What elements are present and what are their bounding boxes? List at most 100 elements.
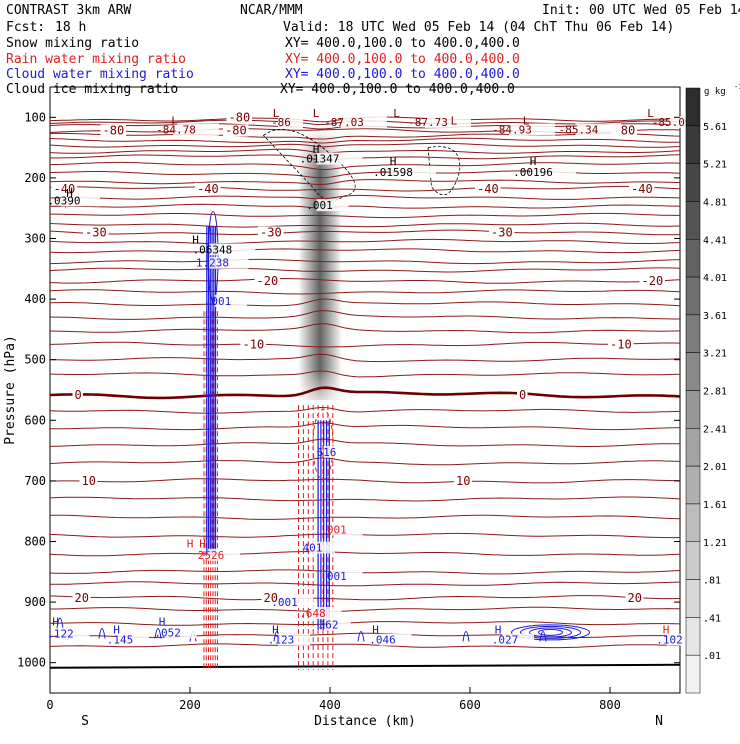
value-label: 401 xyxy=(303,542,323,555)
isotherm-label-bg xyxy=(83,226,109,239)
colorbar-segment xyxy=(685,87,701,127)
value-label: .01347 xyxy=(300,153,340,166)
low-marker: L xyxy=(523,114,530,127)
isotherm-line--10 xyxy=(49,341,681,348)
value-label: .046 xyxy=(369,634,396,647)
value-label: .00196 xyxy=(513,166,553,179)
value-label-bg xyxy=(209,256,249,269)
value-label-bg xyxy=(575,123,622,136)
colorbar-segment xyxy=(685,163,701,202)
value-label-bg xyxy=(164,626,197,639)
hydrometeor-features xyxy=(53,129,590,670)
value-label: 362 xyxy=(319,619,339,632)
value-label: .001 xyxy=(320,523,347,536)
isotherm-label-bg xyxy=(72,388,83,401)
low-marker: L xyxy=(393,107,400,120)
isotherm-line xyxy=(49,194,681,200)
value-label-bg xyxy=(316,199,349,212)
colorbar-tick-label: .01 xyxy=(703,651,721,662)
high-marker: H xyxy=(187,537,194,550)
colorbar-tick-label: .81 xyxy=(703,576,721,587)
isotherm-line xyxy=(49,142,681,148)
value-label: 616 xyxy=(317,446,337,459)
isotherm-label-bg xyxy=(639,274,665,287)
isotherm-line xyxy=(50,606,681,613)
isotherm-label: 0 xyxy=(75,388,82,402)
isotherm-line xyxy=(49,550,681,557)
cloudwater-cell-right xyxy=(511,624,590,641)
isotherm-line xyxy=(49,179,681,186)
isotherm-line xyxy=(49,154,681,161)
value-label: -85.09 xyxy=(652,116,692,129)
x-tick-label: 800 xyxy=(599,698,621,712)
value-label: .102 xyxy=(656,634,683,647)
legend-cloudwater-xy: XY= 400.0,100.0 to 400.0,400.0 xyxy=(285,67,520,82)
high-marker: H xyxy=(113,623,120,636)
isotherm-label: -30 xyxy=(491,225,513,239)
isotherm-line xyxy=(50,422,680,431)
isotherm-line xyxy=(49,643,681,649)
colorbar-segment xyxy=(685,276,701,316)
cloudwater-low-blob xyxy=(98,627,106,639)
isotherm-line xyxy=(49,238,681,245)
temperature-contours xyxy=(49,116,681,669)
snow-shading xyxy=(298,130,342,400)
isotherm-label-bg xyxy=(258,226,284,239)
y-tick-label: 900 xyxy=(24,595,46,609)
legend-rain-name: Rain water mixing ratio xyxy=(6,52,186,67)
isotherm-line xyxy=(49,621,681,626)
colorbar-segment xyxy=(685,239,701,278)
value-label-bg xyxy=(278,116,303,129)
isotherm-line-20 xyxy=(49,595,681,601)
value-label-bg xyxy=(281,596,314,609)
colorbar-tick-label: 4.01 xyxy=(703,273,727,284)
isotherm-label: -10 xyxy=(610,338,632,352)
isotherm-label-bg xyxy=(72,591,91,604)
isotherm-label: -20 xyxy=(257,274,279,288)
cloudwater-cell-right xyxy=(529,627,572,638)
value-label-bg xyxy=(323,445,349,458)
high-marker: H xyxy=(495,623,502,636)
colorbar-unit: g kg xyxy=(704,87,726,97)
x-tick-label: 400 xyxy=(319,698,341,712)
cloudice-outline xyxy=(262,129,356,201)
header-center: NCAR/MMM xyxy=(240,3,303,18)
y-tick-label: 100 xyxy=(24,110,46,124)
header-valid: Valid: 18 UTC Wed 05 Feb 14 (04 ChT Thu … xyxy=(283,20,674,35)
isotherm-label-bg xyxy=(254,274,280,287)
isotherm-label: 20 xyxy=(75,591,89,605)
colorbar-segment xyxy=(685,428,701,467)
isotherm-line xyxy=(49,203,680,209)
isotherm-label-bg xyxy=(608,338,634,351)
colorbar-tick-label: 1.61 xyxy=(703,500,727,511)
colorbar-segment xyxy=(685,125,701,164)
high-marker: H xyxy=(192,234,199,247)
colorbar-segment xyxy=(685,579,701,618)
isotherm-line xyxy=(49,406,681,414)
header-fcst-value: 18 h xyxy=(55,20,86,35)
value-label: .145 xyxy=(107,634,134,647)
low-marker: L xyxy=(171,114,178,127)
value-label: .001 xyxy=(306,199,333,212)
isotherm-line xyxy=(49,170,681,179)
isotherm-line xyxy=(49,289,681,295)
low-marker: L xyxy=(313,107,320,120)
colorbar-segment xyxy=(685,201,701,240)
value-label-bg xyxy=(330,570,363,583)
value-label: .052 xyxy=(154,626,181,639)
value-label-bg xyxy=(530,165,576,178)
value-label: 1.238 xyxy=(196,257,229,270)
value-label-bg xyxy=(278,633,310,646)
y-tick-label: 1000 xyxy=(17,656,46,670)
plot-area: -80-80-80-80-40 -40 -40 -40-30 -30 -30-20 -20-… xyxy=(3,86,715,729)
header-model: CONTRAST 3km ARW xyxy=(6,3,131,18)
value-label: -84.78 xyxy=(156,123,196,136)
colorbar-segment xyxy=(685,541,701,580)
isotherm-label: -40 xyxy=(197,182,219,196)
colorbar-tick-label: 4.41 xyxy=(703,235,727,246)
value-label: .123 xyxy=(268,634,295,647)
isotherm-label-bg xyxy=(489,226,515,239)
value-label: -85.34 xyxy=(559,123,599,136)
isotherm-label-bg xyxy=(261,591,280,604)
cloudwater-low-blob xyxy=(154,627,162,639)
